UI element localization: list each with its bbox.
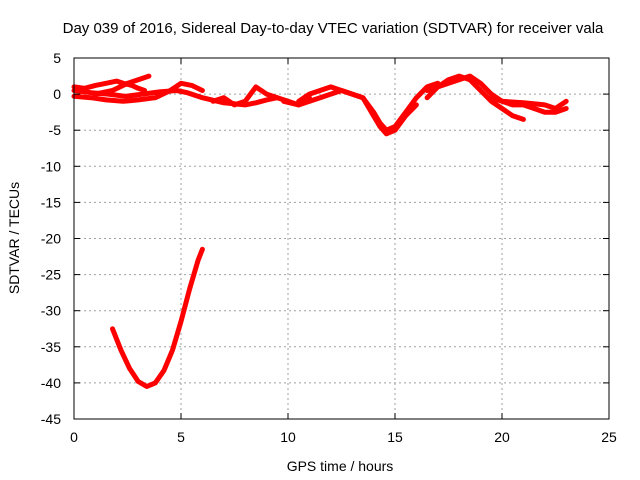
series-line-satellite-arc-11 (110, 246, 205, 389)
y-tick-label-5: 5 (53, 50, 61, 66)
y-tick-label--30: -30 (41, 303, 61, 319)
x-tick-label-5: 5 (177, 429, 185, 445)
y-tick-label--25: -25 (41, 267, 61, 283)
tick-marks (73, 57, 610, 420)
series-line-satellite-arc-4 (92, 73, 152, 97)
tick-labels: 0 5 10 15 20 25 5 0 -5 -10 -15 -20 -25 -30 -35 -40 -45 (41, 50, 617, 445)
y-tick-label--10: -10 (41, 158, 61, 174)
y-tick-label--20: -20 (41, 231, 61, 247)
y-tick-label-0: 0 (53, 86, 61, 102)
x-tick-label-0: 0 (70, 429, 78, 445)
y-tick-label--45: -45 (41, 411, 61, 427)
x-tick-label-10: 10 (280, 429, 296, 445)
series-line-satellite-arc-3 (71, 80, 205, 104)
x-tick-label-25: 25 (601, 429, 617, 445)
series-line-satellite-arc-1 (71, 78, 148, 93)
x-axis-label: GPS time / hours (287, 458, 394, 474)
series-line-satellite-arc-2 (71, 88, 280, 108)
y-tick-label--5: -5 (49, 122, 62, 138)
data-series (71, 73, 569, 389)
y-axis-label: SDTVAR / TECUs (6, 182, 22, 294)
x-tick-label-15: 15 (387, 429, 403, 445)
x-tick-label-20: 20 (494, 429, 510, 445)
y-tick-label--35: -35 (41, 339, 61, 355)
series-line-satellite-arc-7 (281, 80, 441, 133)
y-tick-label--40: -40 (41, 375, 61, 391)
y-tick-label--15: -15 (41, 194, 61, 210)
chart-title: Day 039 of 2016, Sidereal Day-to-day VTE… (63, 20, 604, 37)
grid-lines (74, 58, 609, 419)
series-line-satellite-arc-10 (488, 95, 569, 111)
